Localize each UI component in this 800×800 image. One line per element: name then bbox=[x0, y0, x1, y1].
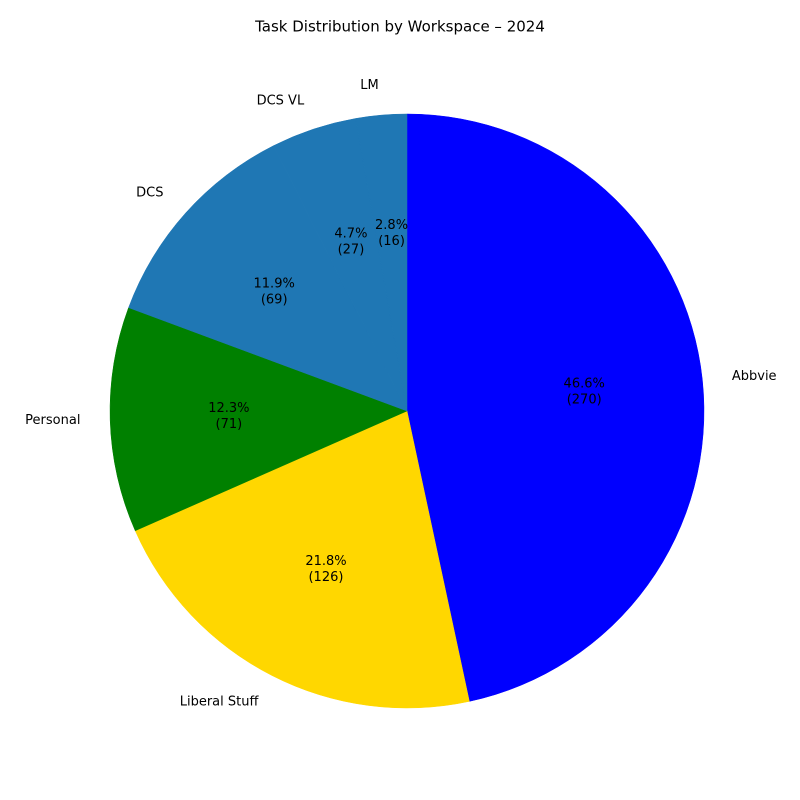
slice-label: DCS VL bbox=[257, 93, 305, 108]
value-label: 2.8%(16) bbox=[375, 218, 408, 249]
pie-slice bbox=[134, 410, 470, 709]
value-label-line: (16) bbox=[378, 234, 405, 249]
slice-label: Liberal Stuff bbox=[180, 694, 260, 709]
value-label: 12.3%(71) bbox=[208, 401, 249, 432]
value-label: 21.8%(126) bbox=[305, 554, 346, 585]
value-label-line: 2.8% bbox=[375, 218, 408, 233]
value-label-line: 46.6% bbox=[564, 377, 605, 392]
value-label-line: 11.9% bbox=[254, 277, 295, 292]
slice-label: DCS bbox=[136, 186, 163, 201]
value-label-line: 21.8% bbox=[305, 554, 346, 569]
slice-label: Personal bbox=[25, 413, 80, 428]
slice-label: Abbvie bbox=[732, 369, 777, 384]
value-label-line: (27) bbox=[338, 242, 365, 257]
pie-slice bbox=[128, 145, 408, 412]
pie-slice bbox=[406, 113, 705, 702]
value-label-line: (71) bbox=[216, 417, 243, 432]
value-label-line: (270) bbox=[567, 393, 602, 408]
value-label: 4.7%(27) bbox=[334, 226, 367, 257]
slice-label: LM bbox=[360, 78, 378, 93]
value-label: 11.9%(69) bbox=[254, 277, 295, 308]
chart-title: Task Distribution by Workspace – 2024 bbox=[254, 18, 545, 36]
value-label: 46.6%(270) bbox=[564, 377, 605, 408]
value-label-line: (69) bbox=[261, 293, 288, 308]
value-label-line: 4.7% bbox=[334, 226, 367, 241]
pie-slice bbox=[355, 113, 408, 412]
value-label-line: 12.3% bbox=[208, 401, 249, 416]
pie-slice bbox=[109, 307, 408, 532]
value-label-line: (126) bbox=[308, 570, 343, 585]
